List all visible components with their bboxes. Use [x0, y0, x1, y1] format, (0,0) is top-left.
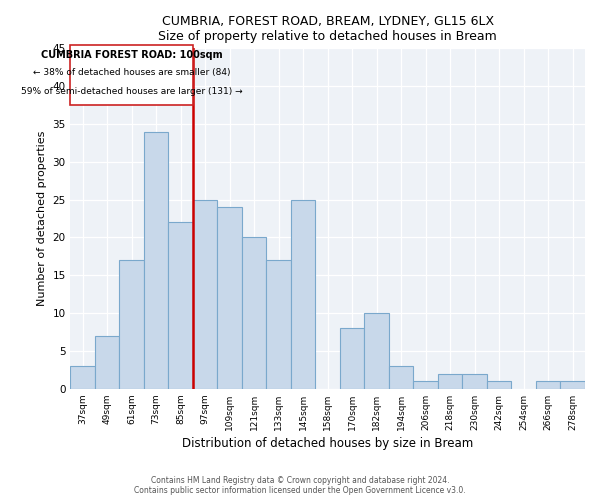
Bar	[169, 222, 193, 389]
Bar	[438, 374, 463, 389]
Bar	[217, 207, 242, 389]
Bar	[266, 260, 291, 389]
Text: 59% of semi-detached houses are larger (131) →: 59% of semi-detached houses are larger (…	[21, 87, 242, 96]
Y-axis label: Number of detached properties: Number of detached properties	[37, 131, 47, 306]
Bar	[463, 374, 487, 389]
Bar	[193, 200, 217, 389]
Text: Contains HM Land Registry data © Crown copyright and database right 2024.
Contai: Contains HM Land Registry data © Crown c…	[134, 476, 466, 495]
FancyBboxPatch shape	[70, 44, 193, 105]
Bar	[291, 200, 316, 389]
Bar	[413, 382, 438, 389]
Bar	[95, 336, 119, 389]
X-axis label: Distribution of detached houses by size in Bream: Distribution of detached houses by size …	[182, 437, 473, 450]
Bar	[144, 132, 169, 389]
Bar	[340, 328, 364, 389]
Bar	[536, 382, 560, 389]
Title: CUMBRIA, FOREST ROAD, BREAM, LYDNEY, GL15 6LX
Size of property relative to detac: CUMBRIA, FOREST ROAD, BREAM, LYDNEY, GL1…	[158, 15, 497, 43]
Bar	[487, 382, 511, 389]
Bar	[560, 382, 585, 389]
Bar	[70, 366, 95, 389]
Bar	[242, 238, 266, 389]
Bar	[389, 366, 413, 389]
Text: CUMBRIA FOREST ROAD: 100sqm: CUMBRIA FOREST ROAD: 100sqm	[41, 50, 223, 60]
Bar	[364, 313, 389, 389]
Bar	[119, 260, 144, 389]
Text: ← 38% of detached houses are smaller (84): ← 38% of detached houses are smaller (84…	[33, 68, 230, 77]
